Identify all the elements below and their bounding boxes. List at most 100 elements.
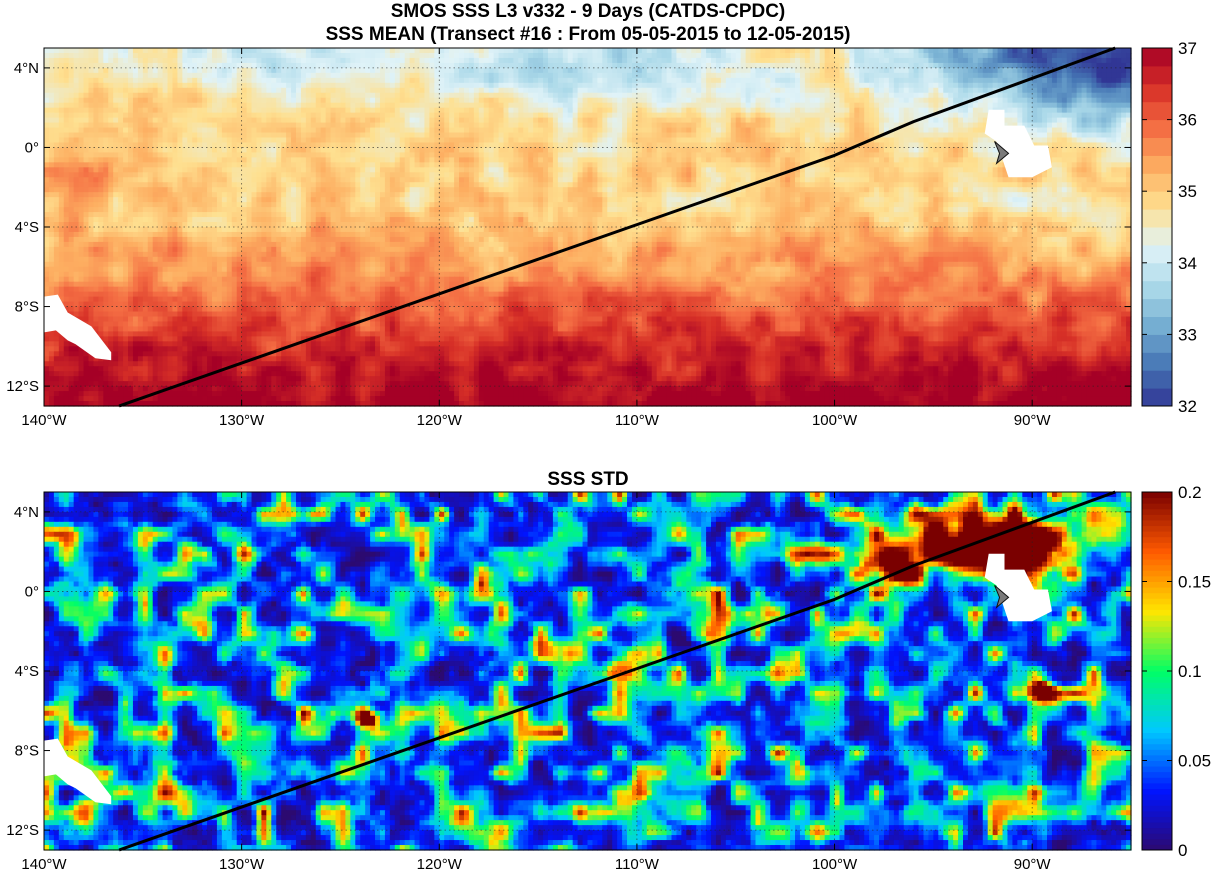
colorbar-swatch: [1142, 822, 1172, 828]
colorbar-swatch: [1142, 102, 1172, 120]
colorbar-swatch: [1142, 761, 1172, 767]
y-tick-label: 4°S: [15, 663, 39, 680]
colorbar-swatch: [1142, 548, 1172, 554]
colorbar-swatch: [1142, 710, 1172, 716]
x-tick-label: 110°W: [615, 412, 660, 429]
colorbar-swatch: [1142, 514, 1172, 520]
colorbar-swatch: [1142, 155, 1172, 173]
colorbar-swatch: [1142, 721, 1172, 727]
colorbar-tick-label: 35: [1178, 182, 1197, 201]
panel-mean: 140°W 130°W 120°W 110°W 100°W 90°W 4°N0°4°S8°…: [6, 48, 1131, 429]
colorbar-swatch: [1142, 604, 1172, 610]
colorbar-tick-label: 33: [1178, 325, 1197, 344]
colorbar-swatch: [1142, 565, 1172, 571]
panel-std: 140°W 130°W 120°W 110°W 100°W 90°W 4°N0°4°S8°…: [6, 492, 1131, 871]
colorbar-swatch: [1142, 593, 1172, 599]
colorbar-swatch: [1142, 772, 1172, 778]
colorbar-swatch: [1142, 227, 1172, 245]
colorbar-swatch: [1142, 281, 1172, 299]
colorbar-swatch: [1142, 716, 1172, 722]
colorbar-swatch: [1142, 509, 1172, 515]
colorbar-swatch: [1142, 705, 1172, 711]
x-tick-label: 100°W: [812, 856, 858, 871]
colorbar-tick-label: 0.05: [1178, 752, 1211, 771]
colorbar-swatch: [1142, 537, 1172, 543]
colorbar-swatch: [1142, 811, 1172, 817]
colorbar-swatch: [1142, 777, 1172, 783]
colorbar-swatch: [1142, 649, 1172, 655]
panel-title-std: SSS STD: [547, 469, 628, 490]
colorbar-swatch: [1142, 554, 1172, 560]
colorbar-tick-label: 0.15: [1178, 573, 1211, 592]
colorbar-swatch: [1142, 688, 1172, 694]
colorbar-swatch: [1142, 766, 1172, 772]
colorbar-swatch: [1142, 503, 1172, 509]
colorbar-swatch: [1142, 570, 1172, 576]
colorbar-swatch: [1142, 805, 1172, 811]
colorbar-swatch: [1142, 526, 1172, 532]
y-tick-label: 0°: [25, 583, 39, 600]
colorbar-swatch: [1142, 816, 1172, 822]
y-tick-label: 0°: [25, 139, 39, 156]
colorbar-swatch: [1142, 833, 1172, 839]
colorbar-swatch: [1142, 794, 1172, 800]
colorbar-swatch: [1142, 370, 1172, 388]
x-tick-label: 90°W: [1014, 412, 1052, 429]
colorbar-swatch: [1142, 120, 1172, 138]
x-tick-label: 100°W: [812, 412, 858, 429]
colorbar-swatch: [1142, 637, 1172, 643]
colorbar-tick-label: 32: [1178, 397, 1197, 416]
colorbar-swatch: [1142, 48, 1172, 66]
colorbar-swatch: [1142, 138, 1172, 156]
colorbar-swatch: [1142, 66, 1172, 84]
colorbar-tick-label: 36: [1178, 111, 1197, 130]
x-tick-label: 140°W: [21, 412, 67, 429]
colorbar-swatch: [1142, 542, 1172, 548]
x-tick-label: 110°W: [615, 856, 660, 871]
figure: SMOS SSS L3 v332 - 9 Days (CATDS-CPDC) S…: [0, 0, 1222, 871]
colorbar-swatch: [1142, 598, 1172, 604]
colorbar-tick-label: 0.2: [1178, 483, 1202, 502]
colorbar-swatch: [1142, 615, 1172, 621]
colorbar-tick-label: 0: [1178, 841, 1187, 860]
colorbar-tick-label: 34: [1178, 254, 1197, 273]
colorbar-swatch: [1142, 245, 1172, 263]
colorbar-swatch: [1142, 520, 1172, 526]
figure-title: SMOS SSS L3 v332 - 9 Days (CATDS-CPDC): [391, 1, 786, 22]
colorbar-swatch: [1142, 587, 1172, 593]
colorbar-tick-label: 0.1: [1178, 662, 1202, 681]
colorbar-swatch: [1142, 744, 1172, 750]
y-tick-label: 12°S: [6, 378, 39, 395]
colorbar-std: 0 0.05 0.1 0.15 0.2: [1142, 483, 1211, 860]
y-tick-label: 12°S: [6, 822, 39, 839]
colorbar-swatch: [1142, 839, 1172, 845]
y-tick-label: 4°S: [15, 219, 39, 236]
colorbar-swatch: [1142, 699, 1172, 705]
colorbar-swatch: [1142, 352, 1172, 370]
colorbar-swatch: [1142, 632, 1172, 638]
colorbar-swatch: [1142, 828, 1172, 834]
x-tick-label: 140°W: [21, 856, 67, 871]
colorbar-swatch: [1142, 531, 1172, 537]
colorbar-swatch: [1142, 334, 1172, 352]
colorbar-swatch: [1142, 317, 1172, 335]
colorbar-swatch: [1142, 788, 1172, 794]
colorbar-swatch: [1142, 388, 1172, 406]
colorbar-swatch: [1142, 660, 1172, 666]
colorbar-tick-label: 37: [1178, 39, 1197, 58]
x-tick-label: 130°W: [219, 412, 265, 429]
colorbar-swatch: [1142, 582, 1172, 588]
y-tick-label: 8°S: [15, 743, 39, 760]
colorbar-swatch: [1142, 643, 1172, 649]
panel-title-mean: SSS MEAN (Transect #16 : From 05-05-2015…: [326, 24, 851, 45]
colorbar-swatch: [1142, 693, 1172, 699]
colorbar-swatch: [1142, 626, 1172, 632]
colorbar-swatch: [1142, 671, 1172, 677]
colorbar-swatch: [1142, 682, 1172, 688]
colorbar-swatch: [1142, 609, 1172, 615]
colorbar-swatch: [1142, 299, 1172, 317]
colorbar-swatch: [1142, 492, 1172, 498]
colorbar-swatch: [1142, 738, 1172, 744]
colorbar-swatch: [1142, 727, 1172, 733]
y-tick-label: 4°N: [14, 60, 39, 77]
